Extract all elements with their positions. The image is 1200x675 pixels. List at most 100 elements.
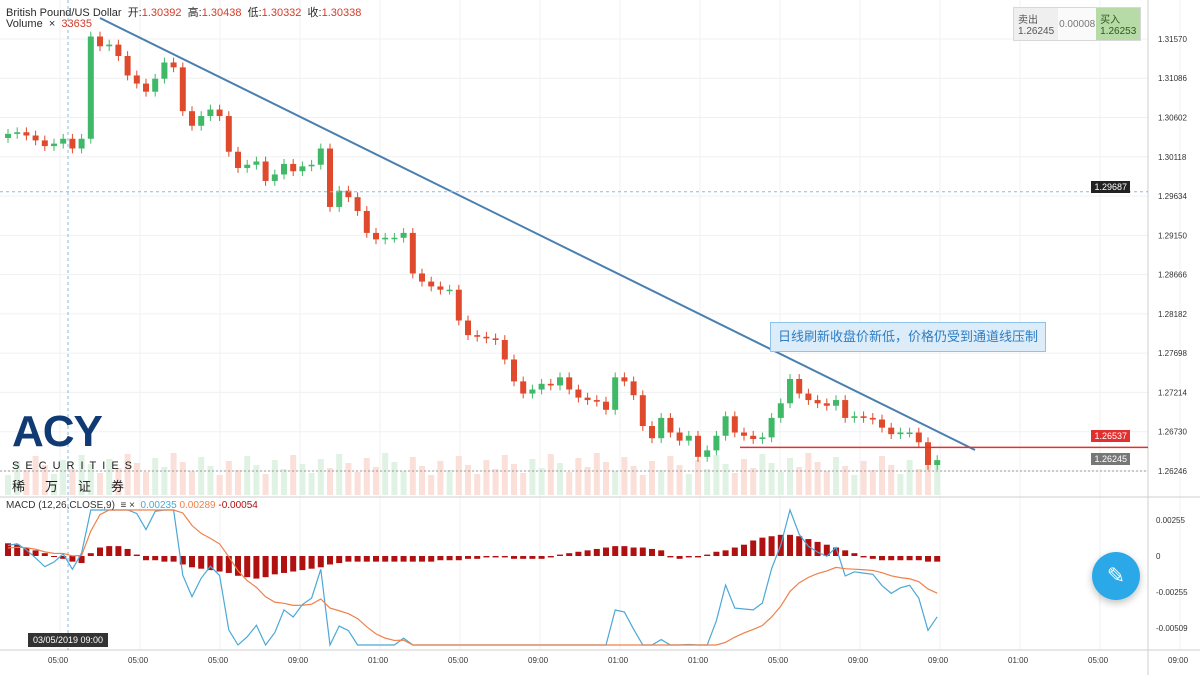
pencil-icon: ✎ bbox=[1106, 563, 1126, 588]
macd-hist-bar bbox=[704, 554, 711, 556]
macd-hist-bar bbox=[676, 556, 683, 559]
volume-bar bbox=[336, 454, 343, 495]
volume-bar bbox=[253, 465, 260, 495]
price-tick-label: 1.30602 bbox=[1158, 114, 1187, 123]
volume-bar bbox=[483, 460, 490, 495]
macd-tick-label: 0 bbox=[1156, 552, 1161, 561]
candle-body bbox=[741, 432, 747, 436]
volume-bar bbox=[354, 472, 361, 495]
volume-bar bbox=[750, 468, 757, 495]
volume-bar bbox=[593, 453, 600, 495]
macd-hist-bar bbox=[290, 556, 297, 572]
candle-body bbox=[787, 378, 793, 404]
candle-body bbox=[575, 389, 582, 398]
volume-bar bbox=[685, 474, 692, 495]
close-value: 1.30338 bbox=[321, 7, 362, 19]
macd-hist-bar bbox=[281, 556, 287, 573]
macd-hist-bar bbox=[869, 556, 876, 559]
volume-bar bbox=[667, 456, 674, 495]
time-tick-label: 01:00 bbox=[1008, 656, 1029, 665]
candle-body bbox=[851, 416, 858, 418]
volume-bar bbox=[630, 466, 637, 495]
macd-hist-bar bbox=[649, 548, 655, 556]
buy-button[interactable]: 买入 1.26253 bbox=[1096, 8, 1141, 40]
time-tick-label: 05:00 bbox=[48, 656, 69, 665]
volume-bar bbox=[492, 469, 499, 495]
candle-body bbox=[465, 320, 471, 336]
candle-body bbox=[373, 232, 379, 240]
macd-hist-bar bbox=[354, 556, 361, 562]
candle-body bbox=[722, 416, 729, 436]
macd-hist-bar bbox=[492, 556, 499, 558]
macd-hist-bar bbox=[152, 556, 159, 561]
macd-label: MACD (12,26,CLOSE,9) bbox=[6, 500, 115, 511]
signal-line bbox=[7, 509, 938, 646]
macd-controls[interactable]: ≡ × bbox=[120, 500, 135, 511]
volume-bar bbox=[612, 471, 619, 495]
candle-body bbox=[906, 432, 913, 435]
candle-body bbox=[612, 377, 619, 410]
candle-body bbox=[547, 383, 554, 386]
candle-body bbox=[833, 400, 839, 406]
volume-bar bbox=[60, 460, 67, 495]
macd-hist-bar bbox=[520, 556, 527, 559]
buy-label: 买入 bbox=[1100, 15, 1121, 26]
volume-bar bbox=[78, 455, 85, 495]
volume-bar bbox=[207, 466, 214, 495]
macd-hist-bar bbox=[115, 546, 122, 556]
macd-hist-bar bbox=[465, 556, 471, 559]
macd-hist-bar bbox=[879, 556, 885, 561]
macd-hist-bar bbox=[189, 556, 195, 568]
low-label: 低: bbox=[247, 7, 262, 19]
macd-hist-bar bbox=[69, 556, 76, 562]
candle-body bbox=[60, 138, 67, 144]
candle-body bbox=[409, 232, 416, 274]
macd-hist-bar bbox=[23, 547, 30, 556]
candle-body bbox=[170, 62, 177, 68]
macd-hist-bar bbox=[833, 547, 839, 556]
volume-remove-icon[interactable]: × bbox=[48, 18, 56, 30]
volume-bar bbox=[363, 458, 370, 495]
chart-annotation[interactable]: 日线刷新收盘价新低，价格仍受到通道线压制 bbox=[770, 322, 1046, 352]
volume-bar bbox=[446, 470, 453, 495]
candle-body bbox=[511, 359, 517, 382]
candle-body bbox=[603, 401, 609, 410]
macd-hist-bar bbox=[419, 556, 425, 562]
macd-hist-bar bbox=[814, 541, 821, 556]
macd-hist-bar bbox=[78, 556, 85, 564]
candle-body bbox=[649, 426, 655, 439]
macd-hist-bar bbox=[897, 556, 904, 561]
volume-bar bbox=[373, 467, 379, 495]
macd-hist-bar bbox=[584, 550, 591, 556]
macd-hist-bar bbox=[603, 547, 609, 556]
buy-price: 1.26253 bbox=[1100, 26, 1137, 37]
macd-hist-bar bbox=[722, 550, 729, 556]
sell-button[interactable]: 卖出 1.26245 bbox=[1014, 8, 1059, 40]
volume-bar bbox=[465, 465, 471, 495]
macd-line bbox=[7, 508, 938, 648]
volume-bar bbox=[511, 464, 517, 495]
candle-body bbox=[87, 36, 94, 139]
macd-hist-bar bbox=[621, 546, 628, 556]
acy-logo: ACY SECURITIES 稀万证券 bbox=[12, 410, 152, 495]
macd-hist-bar bbox=[547, 556, 554, 558]
logo-brand: ACY bbox=[12, 407, 103, 456]
ohlc-header: British Pound/US Dollar 开:1.30392 高:1.30… bbox=[6, 4, 361, 20]
candle-body bbox=[363, 210, 370, 233]
macd-hist-bar bbox=[327, 556, 333, 565]
draw-tool-button[interactable]: ✎ bbox=[1092, 552, 1140, 600]
volume-bar bbox=[216, 475, 223, 495]
macd-hist-bar bbox=[731, 547, 738, 556]
macd-hist-bar bbox=[630, 547, 637, 556]
open-label: 开: bbox=[127, 7, 142, 19]
macd-hist-bar bbox=[161, 556, 168, 562]
macd-hist-bar bbox=[915, 556, 922, 561]
macd-hist-bar bbox=[373, 556, 379, 562]
candle-body bbox=[235, 151, 241, 168]
volume-bar bbox=[649, 461, 655, 495]
macd-hist-bar bbox=[768, 536, 775, 556]
volume-bar bbox=[741, 459, 747, 495]
volume-bar bbox=[722, 464, 729, 495]
volume-bar bbox=[925, 455, 931, 495]
candle-body bbox=[225, 116, 232, 152]
